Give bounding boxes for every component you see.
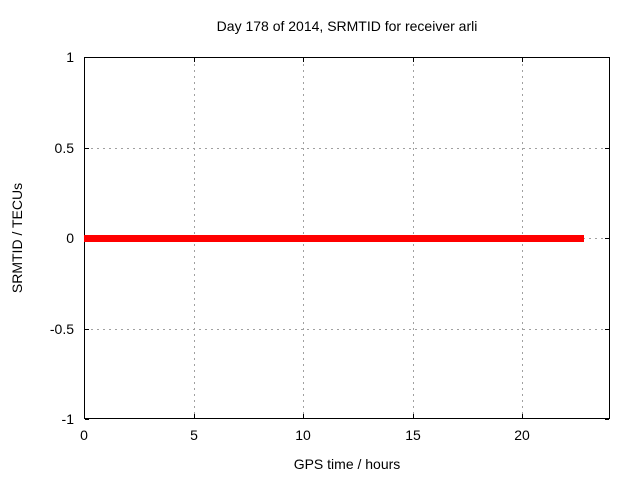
x-tick-top [194, 58, 195, 62]
x-tick-bottom [194, 414, 195, 418]
y-tick-right [605, 419, 609, 420]
y-tick-left [85, 419, 89, 420]
y-tick-label: 0 [66, 230, 74, 246]
x-tick-label: 20 [514, 427, 530, 443]
x-tick-label: 10 [295, 427, 311, 443]
y-tick-label: 1 [66, 49, 74, 65]
y-tick-left [85, 329, 89, 330]
x-tick-top [413, 58, 414, 62]
y-tick-left [85, 57, 89, 58]
y-gridline [85, 148, 609, 149]
x-tick-top [303, 58, 304, 62]
x-tick-top [522, 58, 523, 62]
y-axis-label: SRMTID / TECUs [9, 182, 25, 294]
x-tick-top [84, 58, 85, 62]
y-gridline [85, 329, 609, 330]
x-tick-bottom [303, 414, 304, 418]
x-tick-bottom [522, 414, 523, 418]
x-tick-bottom [413, 414, 414, 418]
x-axis-label: GPS time / hours [293, 456, 401, 472]
data-line-srmtid [84, 235, 584, 242]
y-tick-label: -0.5 [49, 321, 74, 337]
y-tick-right [605, 329, 609, 330]
x-tick-label: 0 [80, 427, 88, 443]
y-tick-right [605, 238, 609, 239]
y-tick-label: 0.5 [54, 140, 74, 156]
y-tick-right [605, 148, 609, 149]
x-tick-bottom [84, 414, 85, 418]
x-tick-label: 15 [405, 427, 421, 443]
y-tick-label: -1 [61, 411, 74, 427]
chart-title: Day 178 of 2014, SRMTID for receiver arl… [216, 18, 478, 34]
y-tick-left [85, 148, 89, 149]
y-tick-right [605, 57, 609, 58]
x-tick-label: 5 [190, 427, 198, 443]
